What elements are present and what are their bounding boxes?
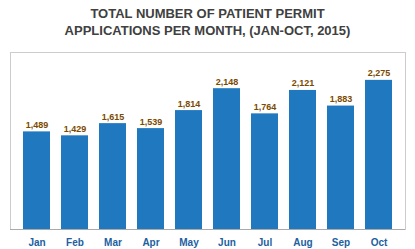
svg-text:1,883: 1,883 [330, 94, 353, 104]
svg-text:1,489: 1,489 [26, 120, 49, 130]
svg-text:Feb: Feb [66, 237, 84, 248]
svg-text:Jan: Jan [28, 237, 45, 248]
svg-text:1,764: 1,764 [254, 102, 277, 112]
svg-text:Apr: Apr [142, 237, 159, 248]
svg-text:2,148: 2,148 [216, 77, 239, 87]
svg-text:1,539: 1,539 [140, 117, 163, 127]
svg-text:May: May [179, 237, 199, 248]
svg-text:Sep: Sep [332, 237, 350, 248]
svg-text:2,121: 2,121 [292, 78, 315, 88]
html-text:TOTAL NUMBER OF PATIENT PERMIT: TOTAL NUMBER OF PATIENT PERMIT APPLICATI… [64, 6, 351, 38]
svg-text:Oct: Oct [371, 237, 388, 248]
svg-text:Mar: Mar [104, 237, 122, 248]
svg-text:2,275: 2,275 [368, 68, 391, 78]
svg-text:Jun: Jun [218, 237, 236, 248]
svg-text:1,615: 1,615 [102, 112, 125, 122]
svg-text:1,814: 1,814 [178, 99, 201, 109]
svg-text:Jul: Jul [258, 237, 273, 248]
svg-text:Aug: Aug [293, 237, 312, 248]
svg-text:1,429: 1,429 [64, 124, 87, 134]
